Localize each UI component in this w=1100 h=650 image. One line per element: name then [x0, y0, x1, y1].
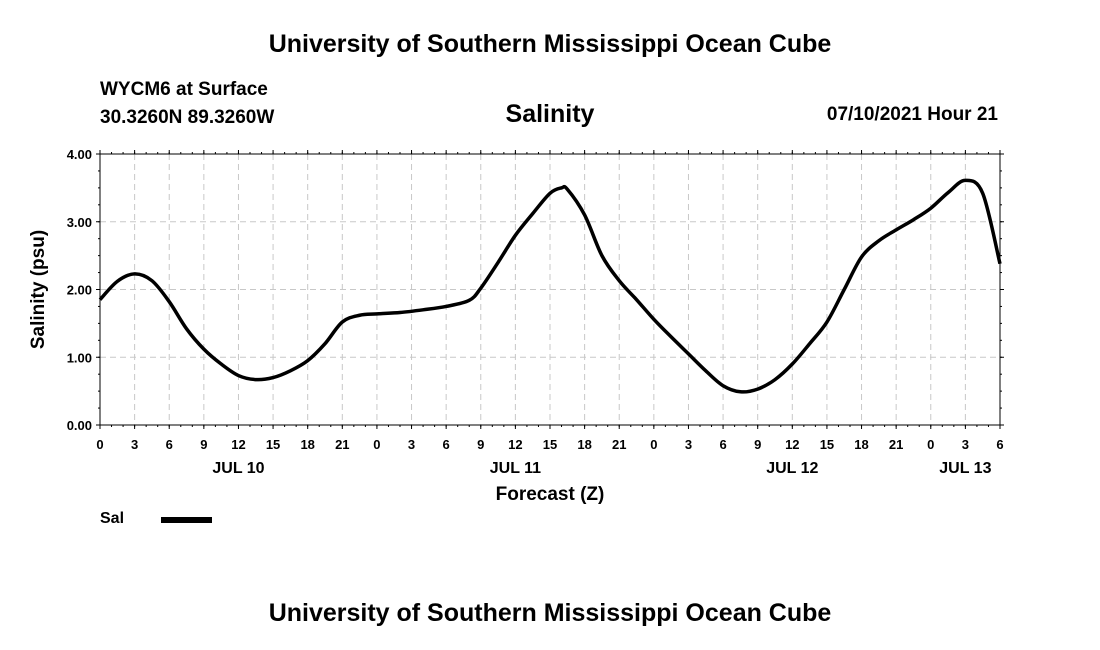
x-tick-label: 18	[854, 437, 868, 452]
x-tick-label: 6	[719, 437, 726, 452]
y-tick-label: 4.00	[67, 147, 92, 162]
y-tick-label: 3.00	[67, 215, 92, 230]
x-tick-label: 15	[820, 437, 834, 452]
x-tick-label: 9	[477, 437, 484, 452]
x-date-label: JUL 12	[766, 460, 818, 477]
x-tick-label: 12	[785, 437, 799, 452]
y-axis-label: Salinity (psu)	[28, 230, 49, 349]
series-line-salinity	[98, 178, 1002, 394]
x-tick-label: 0	[373, 437, 380, 452]
forecast-datetime: 07/10/2021 Hour 21	[826, 104, 998, 125]
x-date-label: JUL 13	[939, 460, 991, 477]
x-tick-label: 18	[300, 437, 314, 452]
x-tick-label: 0	[927, 437, 934, 452]
x-tick-label: 3	[131, 437, 138, 452]
x-tick-label: 9	[754, 437, 761, 452]
x-tick-label: 0	[96, 437, 103, 452]
station-name: WYCM6 at Surface	[100, 79, 268, 100]
x-tick-label: 3	[408, 437, 415, 452]
x-date-label: JUL 11	[490, 460, 541, 477]
x-tick-label: 6	[996, 437, 1003, 452]
x-tick-label: 3	[962, 437, 969, 452]
x-tick-label: 3	[685, 437, 692, 452]
x-tick-label: 6	[166, 437, 173, 452]
y-tick-label: 1.00	[67, 350, 92, 365]
x-tick-label: 12	[231, 437, 245, 452]
x-tick-label: 12	[508, 437, 522, 452]
footer-title: University of Southern Mississippi Ocean…	[268, 599, 832, 627]
x-tick-label: 18	[577, 437, 591, 452]
x-tick-label: 15	[543, 437, 557, 452]
x-tick-label: 21	[889, 437, 903, 452]
station-coords: 30.3260N 89.3260W	[100, 107, 275, 128]
page-title: University of Southern Mississippi Ocean…	[268, 30, 832, 58]
x-tick-label: 0	[650, 437, 657, 452]
station-info: WYCM6 at Surface 30.3260N 89.3260W	[100, 76, 274, 132]
x-tick-label: 21	[612, 437, 626, 452]
x-tick-label: 21	[335, 437, 349, 452]
x-axis-label: Forecast (Z)	[496, 484, 605, 505]
x-date-label: JUL 10	[212, 460, 264, 477]
x-tick-label: 6	[443, 437, 450, 452]
parameter-title: Salinity	[505, 100, 595, 128]
y-tick-label: 2.00	[67, 283, 92, 298]
legend-swatch	[161, 517, 212, 523]
x-tick-label: 9	[200, 437, 207, 452]
y-tick-label: 0.00	[67, 418, 92, 433]
x-tick-label: 15	[266, 437, 280, 452]
legend-label: Sal	[100, 510, 125, 527]
